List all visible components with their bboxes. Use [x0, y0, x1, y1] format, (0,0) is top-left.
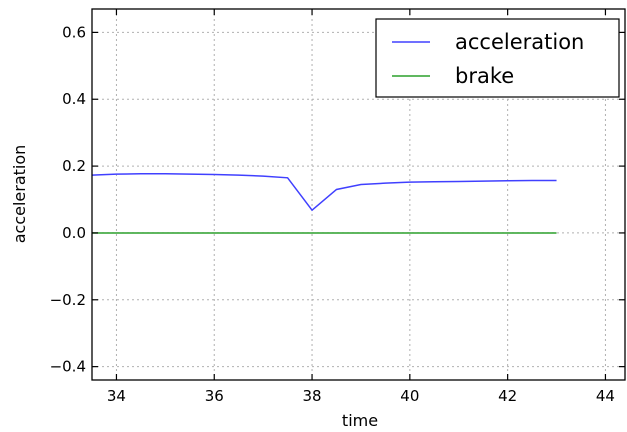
legend-label-brake: brake	[455, 64, 514, 88]
y-tick-label: −0.2	[50, 291, 86, 309]
x-tick-label: 34	[107, 387, 126, 405]
y-axis-label: acceleration	[10, 145, 29, 244]
y-tick-label: 0.2	[62, 157, 86, 175]
y-tick-label: −0.4	[50, 358, 86, 376]
x-tick-label: 38	[302, 387, 321, 405]
legend-label-acceleration: acceleration	[455, 30, 584, 54]
x-tick-label: 40	[400, 387, 419, 405]
legend-box	[375, 18, 620, 98]
legend: acceleration brake	[375, 18, 620, 98]
y-tick-label: 0.4	[62, 90, 86, 108]
series-line-acceleration	[91, 173, 557, 212]
x-tick-label: 36	[205, 387, 224, 405]
y-tick-label: 0.0	[62, 224, 86, 242]
x-tick-label: 42	[498, 387, 517, 405]
y-tick-label: 0.6	[62, 23, 86, 41]
x-axis-label: time	[342, 411, 378, 430]
plot-frame	[91, 8, 626, 381]
x-tick-label: 44	[596, 387, 615, 405]
